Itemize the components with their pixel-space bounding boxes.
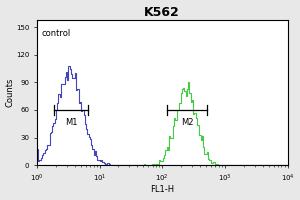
Text: M1: M1 (65, 118, 78, 127)
Text: control: control (42, 29, 71, 38)
Y-axis label: Counts: Counts (6, 78, 15, 107)
Text: M2: M2 (181, 118, 194, 127)
X-axis label: FL1-H: FL1-H (150, 185, 174, 194)
Title: K562: K562 (144, 6, 180, 19)
